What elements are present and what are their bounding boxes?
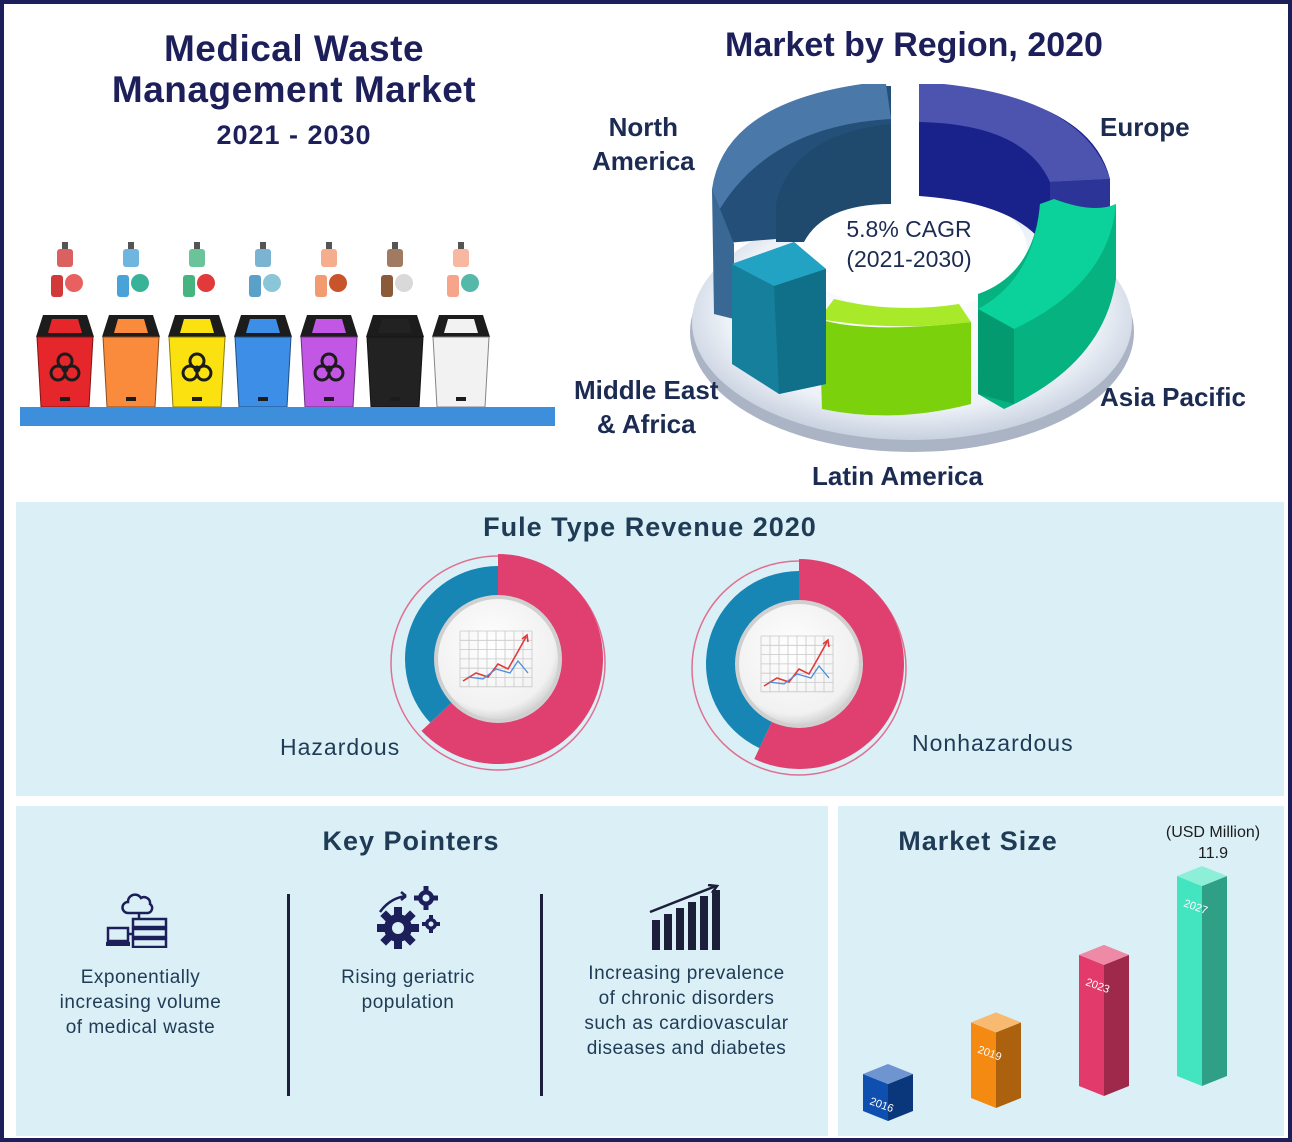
donut-nonhazardous <box>691 559 907 776</box>
main-title-line2: Management Market <box>111 69 477 110</box>
segment-north-america <box>712 84 891 319</box>
cup-tissue-icon <box>381 242 413 297</box>
pills-bottle-icon <box>249 242 281 297</box>
waste-bin-4 <box>234 242 292 408</box>
revenue-panel: Fule Type Revenue 2020 Hazardous Nonhaza… <box>16 502 1284 796</box>
region-base-inner <box>797 187 1027 311</box>
label-nonhazardous: Nonhazardous <box>912 730 1074 756</box>
label-asia-pacific: Asia Pacific <box>1100 382 1246 412</box>
cagr-line2: (2021-2030) <box>846 246 972 272</box>
waste-bin-5 <box>300 242 358 408</box>
waste-bin-7 <box>432 242 490 408</box>
pointer-1-line2: increasing volume <box>59 992 222 1013</box>
label-north-america-line2: America <box>592 146 695 176</box>
pointer-3-line2: of chronic disorders <box>598 988 775 1009</box>
label-north-america: North America <box>592 110 695 178</box>
revenue-title: Fule Type Revenue 2020 <box>483 512 817 542</box>
divider-2 <box>540 894 543 1096</box>
waste-bin-3 <box>168 242 226 408</box>
line-chart-icon <box>459 630 533 688</box>
region-chart-title: Market by Region, 2020 <box>725 26 1103 64</box>
label-mea-line2: & Africa <box>596 409 696 439</box>
donut-slice-blue <box>705 571 799 749</box>
market-size-title: Market Size <box>898 826 1058 856</box>
market-bar-2016: 2016 <box>863 1064 913 1121</box>
pointer-2-line2: population <box>361 992 455 1013</box>
segment-middle-east-africa <box>732 242 826 394</box>
cagr-text: 5.8% CAGR (2021-2030) <box>804 214 1014 274</box>
cloud-server-icon <box>106 893 168 948</box>
gears-icon <box>377 886 440 949</box>
market-size-unit: (USD Million) <box>1165 824 1261 841</box>
waste-bin-2 <box>102 242 160 408</box>
cagr-line1: 5.8% CAGR <box>846 216 972 242</box>
segment-latin-america <box>819 299 971 416</box>
pointer-1-line1: Exponentially <box>80 967 201 988</box>
sanitizer-gloves-icon <box>117 242 149 297</box>
divider-1 <box>287 894 290 1096</box>
donut-slice-pink <box>421 554 603 764</box>
bins-svg <box>36 242 490 408</box>
apron-syringe-icon <box>183 242 215 297</box>
market-bar-2019: 2019 <box>971 1012 1021 1108</box>
market-size-bars: 2016 2019 2023 2027 <box>863 866 1227 1121</box>
title-years: 2021 - 2030 <box>216 120 372 150</box>
main-title: Medical Waste Management Market <box>44 28 544 110</box>
market-bar-2027: 2027 <box>1177 866 1227 1086</box>
label-latin-america: Latin America <box>812 461 983 491</box>
main-title-line1: Medical Waste <box>163 28 425 69</box>
bandage-jars-icon <box>315 242 347 297</box>
bar-growth-icon <box>649 884 720 950</box>
waste-bin-1 <box>36 242 94 408</box>
title-block: Medical Waste Management Market 2021 - 2… <box>44 28 544 151</box>
pointer-2: Rising geriatric population <box>308 965 508 1015</box>
biohazard-icon <box>49 352 81 382</box>
dentures-icon <box>447 242 479 297</box>
label-europe: Europe <box>1100 112 1190 142</box>
label-middle-east-africa: Middle East & Africa <box>574 373 718 441</box>
waste-bins-illustration <box>20 229 555 429</box>
segment-asia-pacific <box>978 199 1116 409</box>
revenue-donuts <box>390 554 907 776</box>
market-bar-2023: 2023 <box>1079 944 1129 1096</box>
key-pointers-panel: Key Pointers Exponentially increasing vo… <box>16 806 828 1136</box>
label-north-america-line1: North <box>608 112 678 142</box>
pointer-3-line1: Increasing prevalence <box>588 963 785 984</box>
biohazard-icon <box>181 352 213 382</box>
pointer-2-line1: Rising geriatric <box>341 967 475 988</box>
region-donut-3d <box>690 84 1134 452</box>
donut-hazardous <box>390 554 606 771</box>
donut-slice-blue <box>405 566 498 723</box>
biohazard-icon <box>313 352 345 382</box>
pointer-3-line3: such as cardiovascular <box>584 1013 789 1034</box>
pointer-1-line3: of medical waste <box>65 1017 216 1038</box>
key-pointers-title: Key Pointers <box>322 826 500 856</box>
market-size-panel: Market Size (USD Million) 11.9 2016 2019 2… <box>838 806 1284 1136</box>
line-chart-icon <box>760 635 834 693</box>
bins-shelf <box>20 407 555 426</box>
lungs-blood-icon <box>51 242 83 297</box>
waste-bin-6 <box>366 242 424 408</box>
pointer-3-line4: diseases and diabetes <box>586 1038 787 1059</box>
label-mea-line1: Middle East <box>574 375 719 405</box>
pointer-1: Exponentially increasing volume of medic… <box>38 965 243 1040</box>
pointer-3: Increasing prevalence of chronic disorde… <box>564 961 809 1061</box>
donut-slice-pink <box>754 559 904 769</box>
market-size-value-label: 11.9 <box>1198 845 1228 862</box>
label-hazardous: Hazardous <box>280 734 401 760</box>
